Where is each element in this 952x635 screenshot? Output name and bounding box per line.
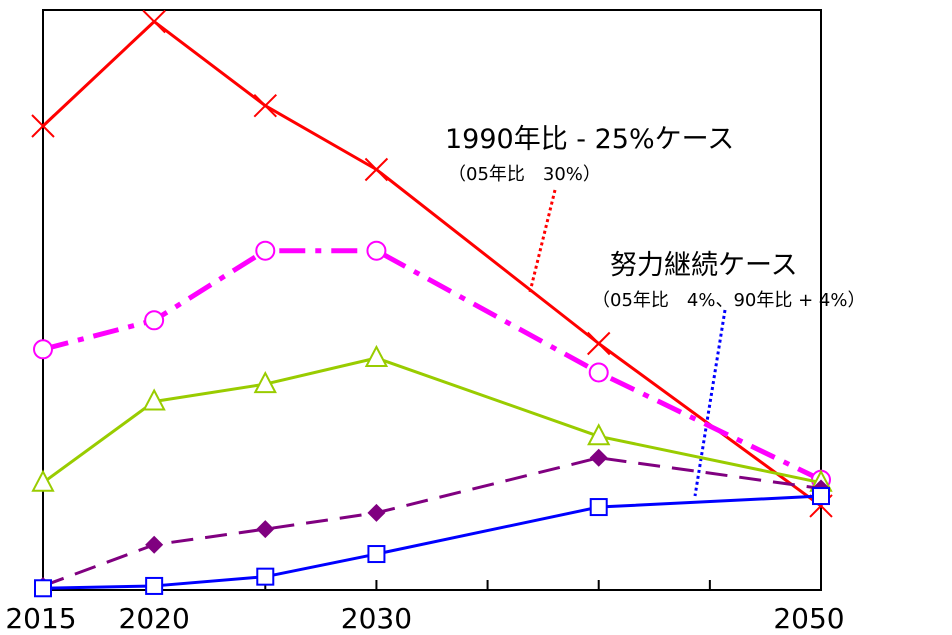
series-purple-point-2020 bbox=[145, 535, 164, 554]
series-blue-line bbox=[42, 494, 822, 590]
series-red-point-2020 bbox=[142, 9, 166, 34]
series-magenta-point-2015 bbox=[33, 339, 53, 360]
annotation-2-subtitle: （05年比 4%、90年比 + 4%） bbox=[592, 290, 865, 311]
series-purple bbox=[34, 448, 830, 595]
plot-frame bbox=[42, 9, 822, 591]
series-yellowgreen bbox=[31, 344, 833, 492]
series-red-point-2040 bbox=[587, 331, 611, 356]
series-red bbox=[31, 9, 833, 518]
x-tick-label-2030: 2030 bbox=[341, 602, 412, 635]
x-axis-ticks: 2015 2020 2030 2050 bbox=[5, 580, 845, 635]
series-blue-point-2015 bbox=[34, 579, 52, 598]
series-magenta-point-2025 bbox=[255, 240, 276, 261]
annotation-1-subtitle: （05年比 30%） bbox=[448, 164, 601, 185]
series-blue-point-2020 bbox=[145, 576, 164, 595]
series-blue bbox=[34, 487, 830, 598]
series-blue-point-2040 bbox=[589, 498, 608, 517]
x-tick-label-2015: 2015 bbox=[5, 602, 76, 635]
series-purple-point-2040 bbox=[589, 448, 608, 467]
series-magenta-point-2040 bbox=[588, 362, 609, 383]
series-yellowgreen-point-2030 bbox=[364, 344, 389, 367]
annotation-leaders bbox=[528, 189, 727, 497]
series-blue-point-2030 bbox=[367, 545, 386, 564]
annotation-1-leader bbox=[528, 189, 557, 293]
series-red-point-2025 bbox=[253, 93, 277, 118]
series-blue-point-2050 bbox=[812, 487, 830, 506]
series-yellowgreen-point-2015 bbox=[31, 469, 55, 492]
series-magenta-point-2030 bbox=[366, 240, 387, 261]
series-purple-line bbox=[42, 456, 822, 588]
series-magenta-point-2020 bbox=[144, 310, 165, 331]
series-purple-point-2030 bbox=[367, 503, 386, 522]
annotation-2-leader bbox=[693, 309, 727, 497]
series-yellowgreen-point-2025 bbox=[253, 370, 277, 394]
x-tick-label-2020: 2020 bbox=[119, 602, 190, 635]
series-red-line bbox=[41, 20, 822, 508]
x-tick-label-2050: 2050 bbox=[773, 602, 844, 635]
annotation-1-title: 1990年比 - 25%ケース bbox=[445, 124, 734, 155]
annotation-2-title: 努力継続ケース bbox=[610, 250, 798, 281]
annotation-texts: 1990年比 - 25%ケース （05年比 30%） 努力継続ケース （05年比… bbox=[445, 124, 865, 311]
series-yellowgreen-point-2020 bbox=[142, 388, 166, 411]
series-red-point-2030 bbox=[364, 157, 389, 182]
series-yellowgreen-point-2040 bbox=[587, 423, 611, 446]
series-magenta-line bbox=[42, 248, 823, 483]
series-purple-point-2025 bbox=[256, 520, 275, 539]
series-red-point-2015 bbox=[31, 114, 55, 138]
series-yellowgreen-line bbox=[42, 356, 822, 485]
series-layer bbox=[31, 9, 833, 598]
series-blue-point-2025 bbox=[256, 567, 275, 586]
